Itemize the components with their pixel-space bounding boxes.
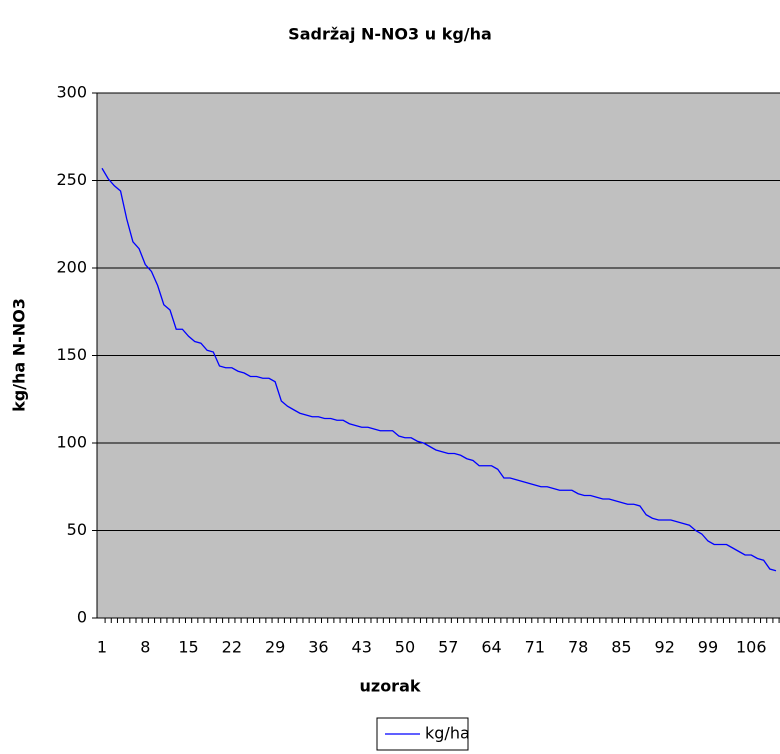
x-tick-label: 29: [265, 638, 285, 657]
x-tick-label: 85: [611, 638, 631, 657]
x-tick-label: 99: [698, 638, 718, 657]
x-tick-label: 36: [308, 638, 328, 657]
y-tick-label: 0: [77, 608, 87, 627]
x-tick-label: 71: [525, 638, 545, 657]
x-axis-label: uzorak: [359, 677, 420, 696]
x-tick-label: 43: [352, 638, 372, 657]
x-tick-label: 78: [568, 638, 588, 657]
x-tick-label: 22: [222, 638, 242, 657]
x-tick-label: 57: [438, 638, 458, 657]
y-tick-label: 100: [56, 433, 87, 452]
x-tick-label: 50: [395, 638, 415, 657]
y-tick-label: 50: [67, 520, 87, 539]
x-tick-label: 92: [655, 638, 675, 657]
x-tick-label: 1: [97, 638, 107, 657]
chart-title: Sadržaj N-NO3 u kg/ha: [288, 25, 492, 44]
data-line: [101, 167, 777, 572]
x-tick-label: 64: [481, 638, 501, 657]
y-tick-label: 300: [56, 83, 87, 102]
y-tick-label: 200: [56, 258, 87, 277]
x-tick-label: 8: [140, 638, 150, 657]
x-tick-label: 15: [178, 638, 198, 657]
y-axis-label: kg/ha N-NO3: [10, 298, 29, 412]
x-tick-label: 106: [736, 638, 767, 657]
y-tick-label: 250: [56, 170, 87, 189]
y-tick-label: 150: [56, 345, 87, 364]
legend-label: kg/ha: [425, 724, 470, 743]
